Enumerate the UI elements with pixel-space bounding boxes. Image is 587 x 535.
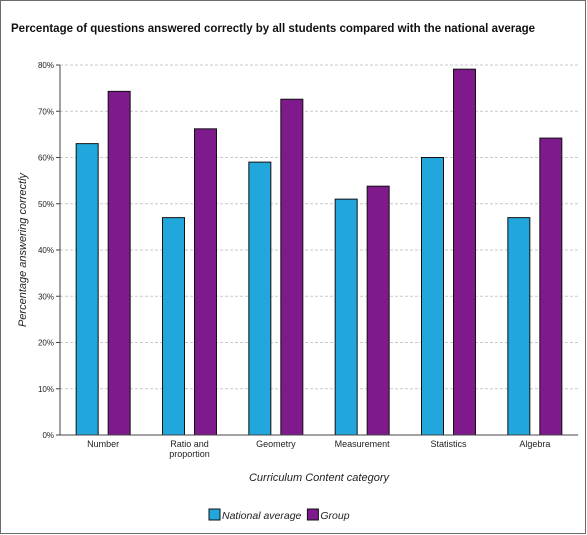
bar-national-average xyxy=(421,157,444,436)
bar-national-average xyxy=(334,198,358,436)
bar-national-average xyxy=(75,143,99,436)
gridlines xyxy=(60,64,578,390)
legend-swatch xyxy=(306,508,319,521)
x-tick-label: Statistics xyxy=(430,439,467,449)
y-tick-label: 80% xyxy=(38,61,54,70)
y-tick-label: 20% xyxy=(38,339,54,348)
y-tick-label: 10% xyxy=(38,385,54,394)
legend-label: National average xyxy=(222,510,302,522)
y-tick-label: 30% xyxy=(38,292,54,301)
bar-group xyxy=(194,128,217,436)
y-axis-label: Percentage answering correctly xyxy=(17,171,29,327)
x-tick-label: Number xyxy=(87,439,119,449)
x-tick-label: Measurement xyxy=(335,439,391,449)
bar-group xyxy=(453,68,476,436)
y-tick-label: 70% xyxy=(38,107,54,116)
bars xyxy=(75,68,563,436)
bar-group xyxy=(280,98,304,436)
y-axis-ticks: 0% 10% 20% 30% 40% 50% 60% 70% 80% xyxy=(38,61,60,440)
legend: National average Group xyxy=(208,508,350,522)
bar-national-average xyxy=(248,161,272,436)
x-axis-label: Curriculum Content category xyxy=(249,472,391,484)
bar-group xyxy=(539,137,563,436)
y-tick-label: 0% xyxy=(42,431,54,440)
axes xyxy=(59,65,578,436)
legend-swatch xyxy=(208,508,221,521)
legend-label: Group xyxy=(320,510,349,522)
x-tick-label: Algebra xyxy=(519,439,550,449)
bar-group xyxy=(366,185,390,436)
y-tick-label: 60% xyxy=(38,154,54,163)
x-tick-label: Ratio and proportion xyxy=(169,439,210,459)
chart-title: Percentage of questions answered correct… xyxy=(11,23,536,35)
bar-national-average xyxy=(162,217,185,436)
y-tick-label: 50% xyxy=(38,200,54,209)
x-tick-label: Geometry xyxy=(256,439,296,449)
bar-national-average xyxy=(507,217,531,436)
bar-group xyxy=(107,90,131,436)
x-axis-ticks: Number Ratio and proportion Geometry Measure… xyxy=(87,439,550,459)
y-tick-label: 40% xyxy=(38,246,54,255)
